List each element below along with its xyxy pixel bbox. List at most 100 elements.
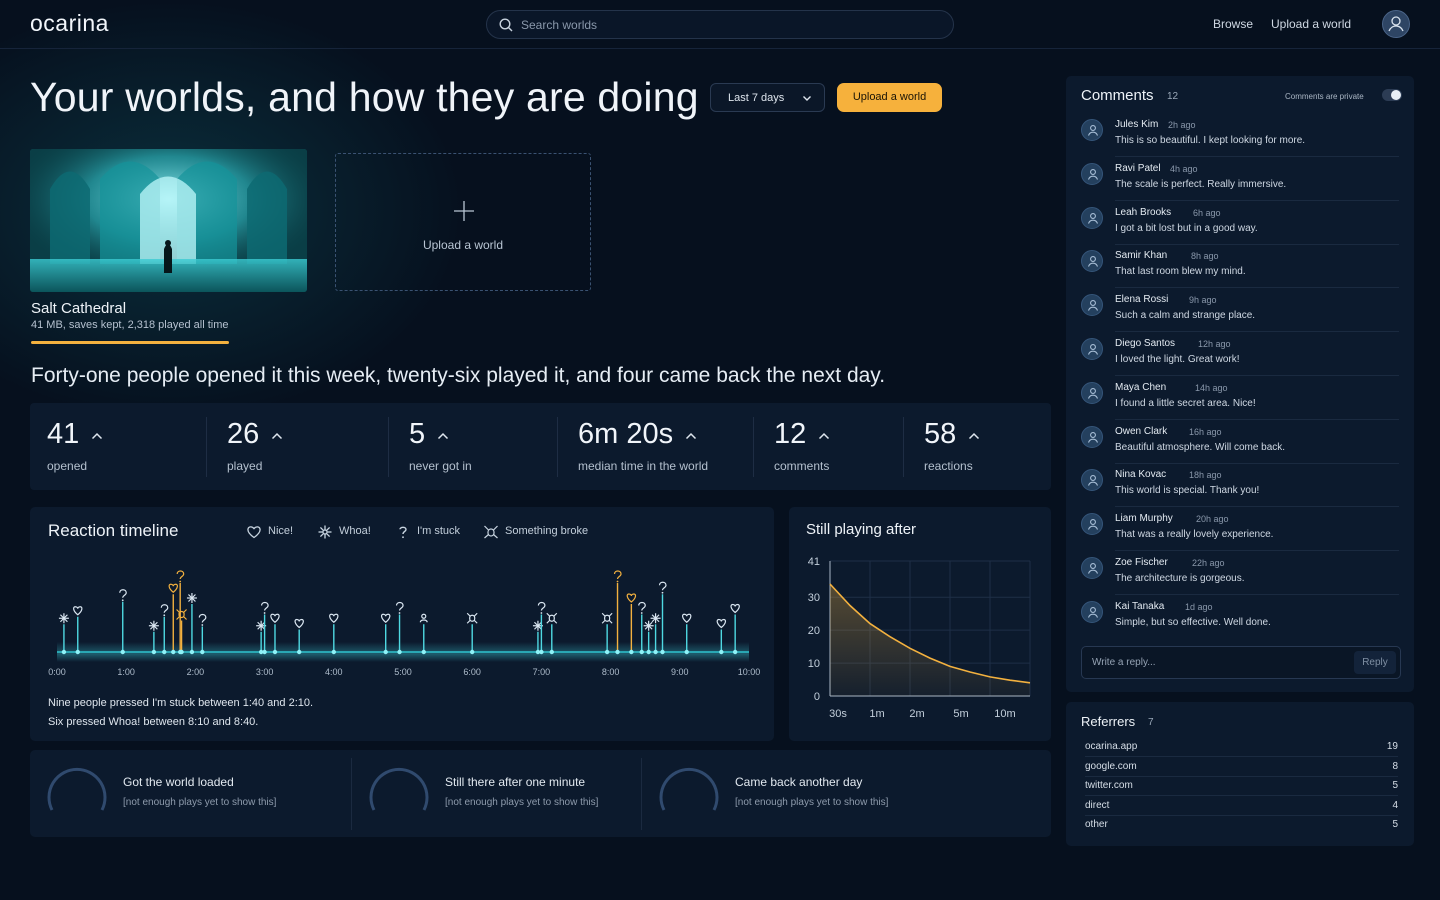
reaction-marker-nice[interactable] xyxy=(716,618,727,655)
funnel-note: [not enough plays yet to show this] xyxy=(735,797,889,808)
comment-text: This is so beautiful. I kept looking for… xyxy=(1115,135,1306,146)
commenter-avatar[interactable] xyxy=(1081,425,1103,448)
search-input[interactable] xyxy=(521,11,941,38)
reaction-marker-nice[interactable] xyxy=(380,613,391,655)
series-line xyxy=(829,583,1031,684)
reaction-marker-whoa[interactable] xyxy=(58,613,69,655)
app-logo[interactable]: ocarina xyxy=(30,10,109,36)
reaction-marker-whoa[interactable] xyxy=(532,620,543,655)
reaction-marker-nice[interactable] xyxy=(681,613,692,655)
reaction-marker-whoa[interactable] xyxy=(186,593,197,655)
comment-time: 22h ago xyxy=(1192,558,1225,568)
user-icon xyxy=(1388,16,1404,32)
reaction-marker-broke[interactable] xyxy=(176,609,187,655)
comment-time: 9h ago xyxy=(1189,295,1217,306)
reaction-marker-stuck[interactable] xyxy=(261,601,269,655)
referrer-row[interactable]: direct 4 xyxy=(1085,797,1398,816)
reaction-marker-stuck[interactable] xyxy=(395,601,404,655)
reaction-marker-stuck[interactable] xyxy=(537,601,546,655)
series-area xyxy=(830,584,1030,696)
top-bar: ocarina Browse Upload a world xyxy=(0,0,1440,49)
commenter-name[interactable]: Samir Khan xyxy=(1115,250,1168,262)
y-tick-label: 30 xyxy=(808,592,820,604)
reaction-marker-stuck[interactable] xyxy=(198,613,207,655)
stat-divider xyxy=(753,417,754,477)
referrer-count: 8 xyxy=(1392,760,1398,772)
commenter-avatar[interactable] xyxy=(1081,513,1103,536)
y-tick-label: 0 xyxy=(814,691,820,703)
comment-text: I found a little secret area. Nice! xyxy=(1115,397,1256,409)
commenter-avatar[interactable] xyxy=(1081,206,1103,229)
reaction-marker-nice[interactable] xyxy=(294,618,304,655)
upload-world-tile[interactable]: Upload a world xyxy=(335,153,591,291)
commenter-name[interactable]: Nina Kovac xyxy=(1115,469,1167,481)
reaction-marker-whoa[interactable] xyxy=(650,613,661,655)
reaction-marker-nice[interactable] xyxy=(168,583,178,655)
reply-input[interactable] xyxy=(1092,647,1342,678)
commenter-avatar[interactable] xyxy=(1081,250,1103,273)
commenter-avatar[interactable] xyxy=(1081,600,1103,623)
reaction-marker-nice[interactable] xyxy=(73,606,83,655)
reaction-marker-stuck[interactable] xyxy=(638,601,646,655)
commenter-avatar[interactable] xyxy=(1081,469,1103,492)
reaction-marker-nice[interactable] xyxy=(626,593,637,655)
reaction-marker-person[interactable] xyxy=(419,613,428,655)
commenter-avatar[interactable] xyxy=(1081,338,1103,360)
stats-row: 41 opened 26 played 5 never got in 6m 20s media… xyxy=(30,403,1051,490)
commenter-name[interactable]: Diego Santos xyxy=(1115,338,1176,349)
legend-nice-label: Nice! xyxy=(268,525,294,537)
reaction-marker-whoa[interactable] xyxy=(643,620,654,655)
comments-private-toggle[interactable] xyxy=(1382,89,1402,101)
funnel-row: Got the world loaded [not enough plays ye… xyxy=(30,750,1051,837)
commenter-avatar[interactable] xyxy=(1081,294,1103,317)
commenter-name[interactable]: Maya Chen xyxy=(1115,381,1167,393)
commenter-avatar[interactable] xyxy=(1081,119,1103,141)
referrer-row[interactable]: google.com 8 xyxy=(1085,758,1398,777)
timeline-caption-stuck: Nine people pressed I'm stuck between 1:… xyxy=(48,697,314,709)
commenter-name[interactable]: Elena Rossi xyxy=(1115,294,1169,306)
page-title: Your worlds, and how they are doing xyxy=(30,74,699,120)
commenter-name[interactable]: Zoe Fischer xyxy=(1115,557,1168,568)
referrer-row[interactable]: twitter.com 5 xyxy=(1085,777,1398,797)
commenter-name[interactable]: Jules Kim xyxy=(1115,119,1159,130)
reply-button[interactable]: Reply xyxy=(1354,651,1396,674)
commenter-avatar[interactable] xyxy=(1081,557,1103,579)
reaction-marker-stuck[interactable] xyxy=(658,581,667,655)
nav-upload-world[interactable]: Upload a world xyxy=(1271,17,1352,31)
date-range-select[interactable]: Last 7 days xyxy=(710,83,825,112)
reaction-marker-nice[interactable] xyxy=(270,613,280,655)
world-title[interactable]: Salt Cathedral xyxy=(31,300,127,317)
reaction-marker-broke[interactable] xyxy=(466,612,478,655)
reaction-marker-nice[interactable] xyxy=(730,603,740,655)
reaction-marker-whoa[interactable] xyxy=(148,620,159,655)
stat-4: 12 comments xyxy=(757,403,907,490)
referrer-source: twitter.com xyxy=(1085,780,1133,792)
reaction-marker-stuck[interactable] xyxy=(160,604,169,655)
reaction-marker-nice[interactable] xyxy=(329,613,339,655)
reaction-marker-broke[interactable] xyxy=(546,612,558,655)
user-avatar[interactable] xyxy=(1382,10,1410,38)
stat-value: 41 xyxy=(47,418,80,450)
commenter-avatar[interactable] xyxy=(1081,162,1103,185)
commenter-name[interactable]: Ravi Patel xyxy=(1115,162,1161,174)
commenter-name[interactable]: Liam Murphy xyxy=(1115,513,1173,525)
world-thumbnail[interactable] xyxy=(30,149,307,292)
commenter-avatar[interactable] xyxy=(1081,381,1103,404)
reaction-marker-stuck[interactable] xyxy=(119,589,127,655)
commenter-name[interactable]: Kai Tanaka xyxy=(1115,600,1165,612)
referrer-row[interactable]: other 5 xyxy=(1085,816,1398,835)
comment-separator xyxy=(1115,550,1399,552)
comment-time: 6h ago xyxy=(1193,207,1221,218)
nav-browse[interactable]: Browse xyxy=(1213,17,1254,31)
reaction-marker-stuck[interactable] xyxy=(613,570,622,655)
referrer-count: 5 xyxy=(1392,819,1398,831)
upload-world-button[interactable]: Upload a world xyxy=(837,83,942,112)
commenter-name[interactable]: Owen Clark xyxy=(1115,425,1168,437)
reaction-marker-stuck[interactable] xyxy=(176,570,185,655)
funnel-title: Came back another day xyxy=(735,775,863,789)
stat-value: 6m 20s xyxy=(578,418,674,450)
reaction-marker-broke[interactable] xyxy=(601,612,613,655)
search-box[interactable] xyxy=(486,10,954,39)
referrer-row[interactable]: ocarina.app 19 xyxy=(1085,738,1398,757)
commenter-name[interactable]: Leah Brooks xyxy=(1115,206,1172,218)
